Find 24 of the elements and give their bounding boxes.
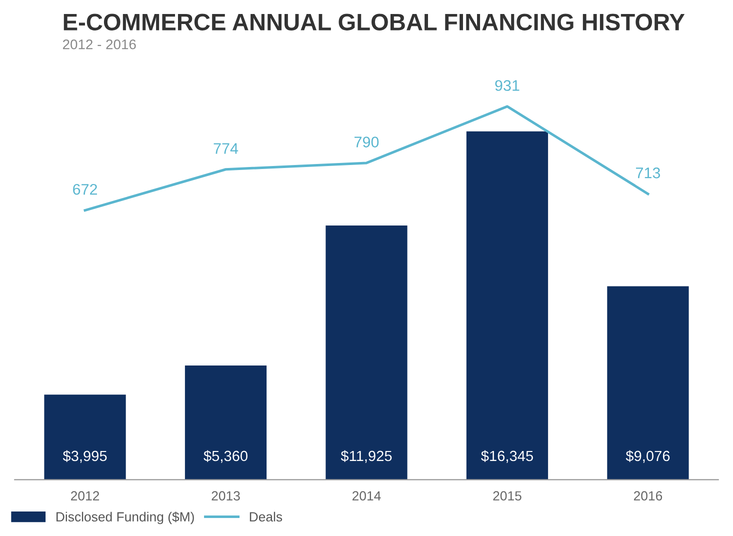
data-label: $16,345 [481, 450, 533, 463]
x-tick-label: 2014 [352, 491, 381, 501]
data-label: 713 [636, 168, 660, 178]
legend-label: Disclosed Funding ($M) [56, 512, 194, 524]
data-label: $11,925 [340, 450, 392, 463]
bar [466, 131, 548, 480]
data-label: 931 [495, 80, 520, 91]
legend-label: Deals [250, 512, 282, 522]
chart-subtitle: 2012 - 2016 [63, 39, 136, 50]
chart-title: E-COMMERCE ANNUAL GLOBAL FINANCING HISTORY [64, 14, 685, 30]
data-label: 774 [214, 143, 238, 154]
x-tick-label: 2013 [212, 491, 240, 501]
data-label: $3,995 [62, 450, 107, 463]
data-label: $5,360 [204, 450, 248, 463]
x-tick-label: 2015 [493, 491, 522, 501]
data-label: 672 [73, 184, 98, 195]
bar [326, 226, 408, 480]
bar [184, 365, 267, 480]
bar [607, 286, 689, 480]
x-tick-label: 2012 [71, 491, 100, 501]
x-tick-label: 2016 [634, 491, 662, 501]
data-label: $9,076 [626, 450, 670, 463]
bar [44, 394, 126, 480]
data-label: 790 [354, 136, 379, 148]
